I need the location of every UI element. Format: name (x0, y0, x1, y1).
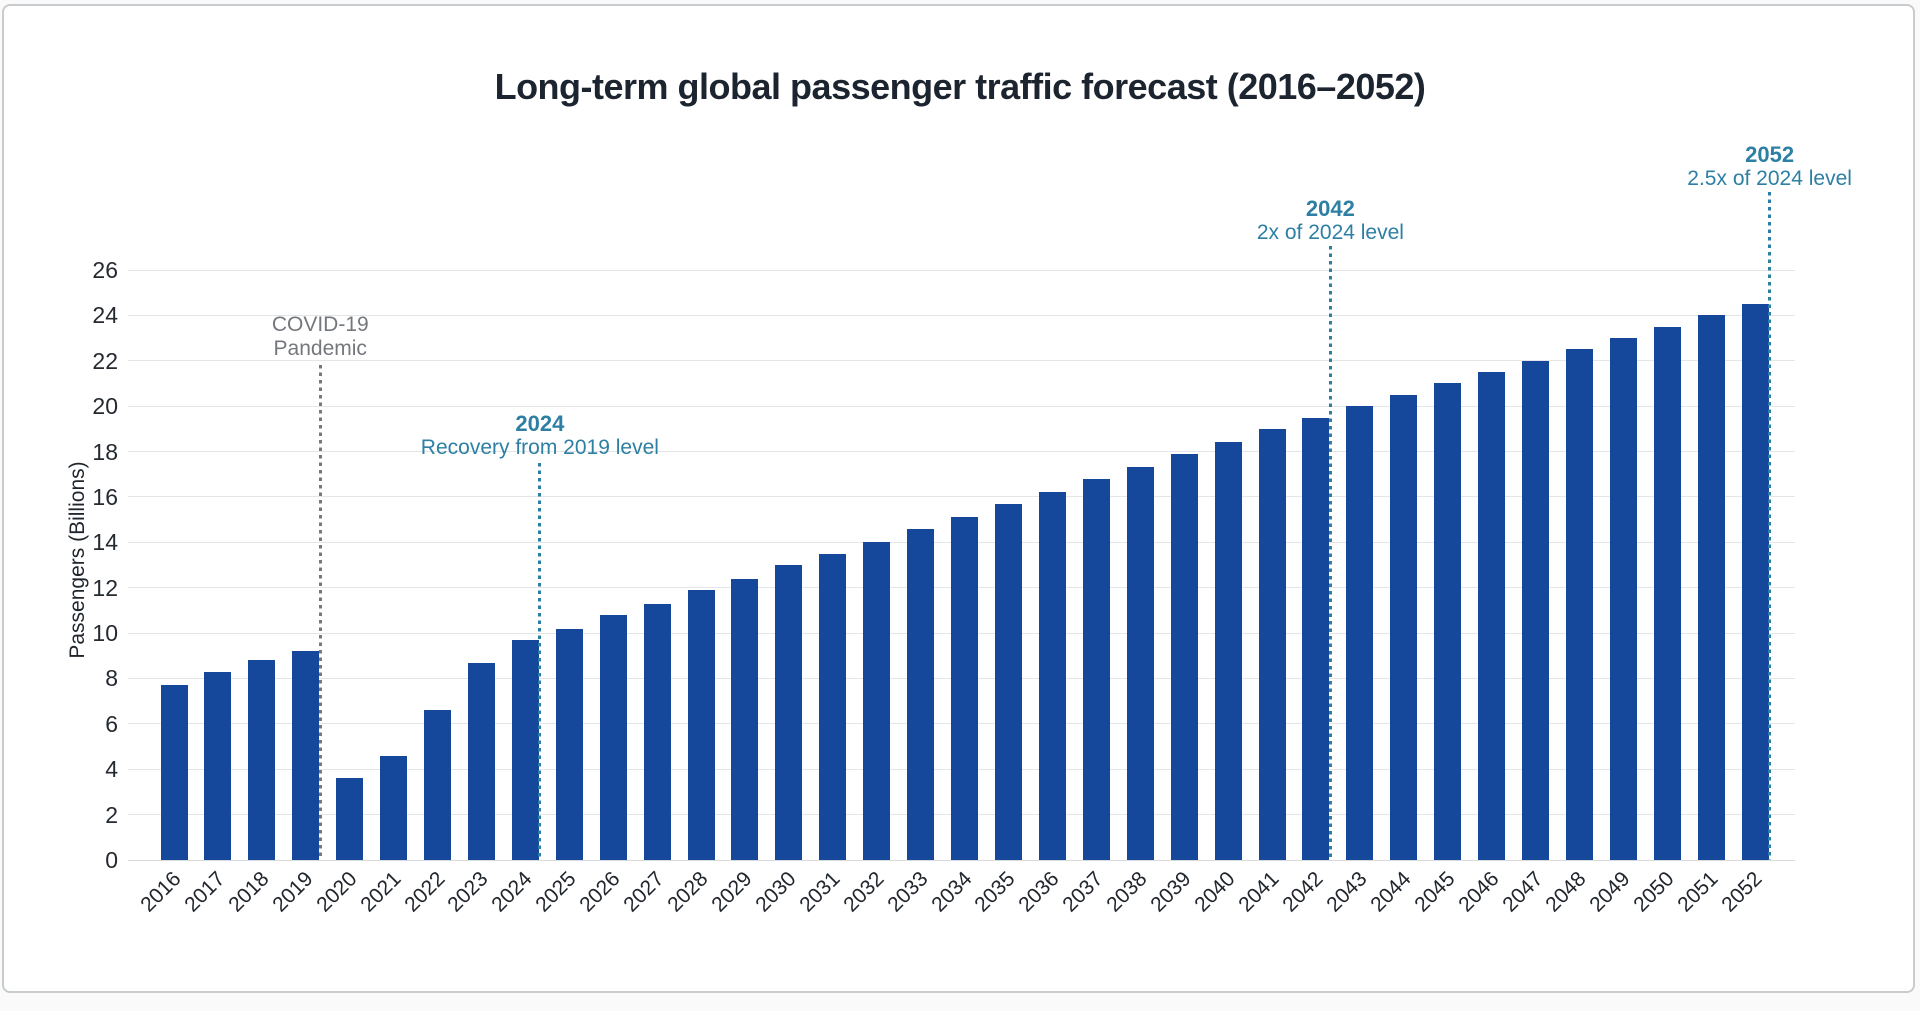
bar-2018 (248, 660, 276, 860)
bar-2016 (160, 685, 188, 860)
bar-2031 (819, 553, 847, 860)
annotation-recovery-2024-title: 2024 (515, 411, 565, 436)
gridline (128, 360, 1795, 362)
x-axis-baseline (128, 859, 1795, 861)
annotation-double-2042-title: 2042 (1305, 196, 1355, 221)
y-tick-label: 10 (92, 620, 118, 647)
bar-2044 (1390, 394, 1418, 860)
y-tick-label: 8 (105, 665, 118, 692)
bar-2022 (424, 710, 452, 860)
y-tick-label: 0 (105, 847, 118, 873)
bar-2052 (1741, 304, 1769, 860)
annotation-x2p5-2052-subtitle: 2.5x of 2024 level (1687, 167, 1852, 190)
bar-2032 (863, 542, 891, 860)
annotation-double-2042-line (1328, 246, 1332, 860)
annotation-x2p5-2052-title: 2052 (1745, 142, 1795, 167)
bar-2039 (1170, 453, 1198, 860)
gridline (128, 314, 1795, 316)
annotation-covid-line (318, 365, 322, 860)
bar-2024 (511, 639, 539, 860)
bar-2017 (204, 671, 232, 860)
bar-2048 (1565, 349, 1593, 860)
y-tick-label: 24 (92, 302, 118, 329)
gridline (128, 405, 1795, 407)
bar-2029 (731, 578, 759, 860)
y-tick-label: 14 (92, 529, 118, 556)
bar-2037 (1082, 478, 1110, 860)
annotation-recovery-2024-line (538, 463, 542, 860)
bar-2019 (292, 651, 320, 860)
bar-2040 (1214, 442, 1242, 860)
bar-2041 (1258, 428, 1286, 860)
bar-2023 (467, 662, 495, 860)
bar-2030 (775, 565, 803, 860)
annotation-x2p5-2052-line (1768, 192, 1772, 860)
y-tick-label: 2 (105, 801, 118, 828)
annotation-covid-subtitle: Pandemic (273, 337, 367, 360)
bar-2035 (994, 503, 1022, 860)
gridline (128, 496, 1795, 498)
bar-2046 (1478, 372, 1506, 860)
bar-2038 (1126, 467, 1154, 860)
annotation-recovery-2024-label: 2024 Recovery from 2019 level (421, 412, 659, 460)
chart-title: Long-term global passenger traffic forec… (494, 66, 1426, 107)
y-tick-label: 22 (92, 347, 118, 374)
bar-2043 (1346, 406, 1374, 860)
y-tick-label: 20 (92, 393, 118, 420)
y-tick-label: 18 (92, 438, 118, 465)
bar-2045 (1434, 383, 1462, 860)
annotation-x2p5-2052-label: 2052 2.5x of 2024 level (1687, 143, 1852, 191)
bar-2042 (1302, 417, 1330, 860)
annotation-recovery-2024-subtitle: Recovery from 2019 level (420, 436, 659, 459)
y-tick-label: 6 (105, 710, 118, 737)
annotation-covid-title: COVID-19 (271, 313, 369, 336)
annotation-double-2042-label: 2042 2x of 2024 level (1257, 197, 1404, 245)
bar-2034 (951, 517, 979, 860)
bar-2049 (1609, 338, 1637, 860)
bar-2026 (599, 614, 627, 860)
y-tick-label: 16 (92, 483, 118, 510)
y-tick-label: 12 (92, 574, 118, 601)
bar-2028 (687, 589, 715, 860)
bar-2021 (380, 755, 408, 860)
gridline (128, 269, 1795, 271)
y-tick-label: 26 (92, 257, 118, 283)
bar-2051 (1697, 315, 1725, 860)
bar-2047 (1522, 360, 1550, 860)
annotation-double-2042-subtitle: 2x of 2024 level (1256, 221, 1404, 244)
gridline (128, 451, 1795, 453)
bar-2033 (907, 528, 935, 860)
bar-2020 (336, 778, 364, 860)
bar-2025 (555, 628, 583, 860)
bar-2027 (643, 603, 671, 860)
annotation-covid-label: COVID-19 Pandemic (272, 313, 369, 361)
bar-2036 (1038, 492, 1066, 860)
y-tick-label: 4 (105, 756, 118, 783)
bar-2050 (1653, 326, 1681, 860)
